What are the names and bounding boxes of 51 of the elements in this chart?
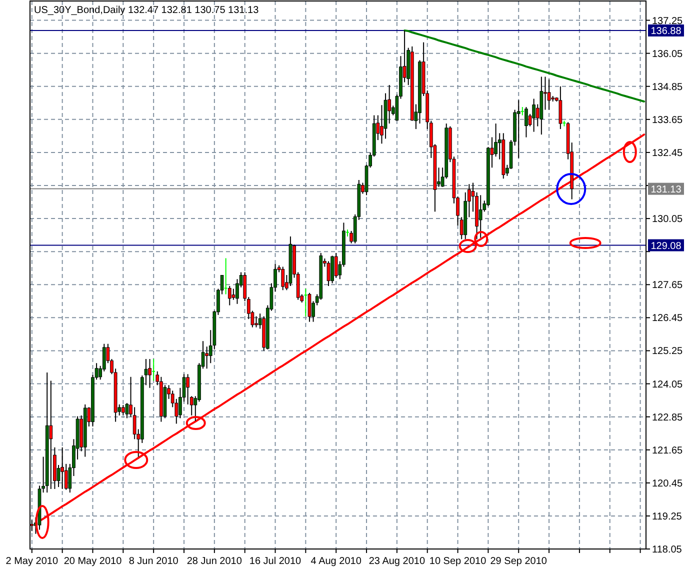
y-tick-label: 134.85 <box>652 82 684 93</box>
y-tick-label: 136.05 <box>652 48 684 60</box>
x-tick-label: 2 May 2010 <box>6 556 58 567</box>
ref-line-label: 131.13 <box>650 184 682 196</box>
candlestick <box>228 286 232 306</box>
candlestick <box>532 98 536 132</box>
candlestick <box>49 380 53 490</box>
candlestick <box>304 288 308 317</box>
y-tick-label: 119.25 <box>652 511 682 522</box>
y-tick-label: 133.65 <box>652 114 684 126</box>
x-tick-label: 16 Jul 2010 <box>249 556 302 567</box>
x-tick-label: 10 Sep 2010 <box>429 556 487 567</box>
y-tick-label: 124.05 <box>652 379 684 390</box>
y-tick-label: 127.65 <box>652 280 684 292</box>
candlestick <box>60 446 64 490</box>
candlestick <box>547 78 551 110</box>
ref-line-label: 129.08 <box>650 240 682 252</box>
candlestick <box>125 402 129 419</box>
chart-title: US_30Y_Bond,Daily 132.47 132.81 130.75 131.13 <box>34 5 260 16</box>
candlestick <box>524 106 528 138</box>
candlestick <box>121 404 125 416</box>
candlestick <box>186 374 190 405</box>
candlestick <box>224 258 228 295</box>
y-tick-label: 120.45 <box>652 478 684 490</box>
candlestick <box>281 266 285 291</box>
candlestick <box>308 292 312 322</box>
x-tick-label: 29 Sep 2010 <box>490 556 548 567</box>
y-tick-label: 126.45 <box>652 313 684 324</box>
x-tick-label: 23 Aug 2010 <box>368 556 426 567</box>
candlestick <box>254 316 258 328</box>
y-tick-label: 130.05 <box>652 214 684 226</box>
x-tick-label: 20 May 2010 <box>64 556 122 567</box>
candlestick <box>558 86 562 130</box>
y-tick-label: 132.45 <box>652 148 684 159</box>
x-tick-label: 4 Aug 2010 <box>310 556 362 567</box>
y-tick-label: 121.65 <box>652 445 684 456</box>
y-tick-label: 137.25 <box>652 16 684 27</box>
candlestick <box>148 358 152 388</box>
x-tick-label: 28 Jun 2010 <box>186 556 242 567</box>
candlestick <box>520 106 524 116</box>
ref-line-label: 136.88 <box>650 26 682 37</box>
y-tick-label: 125.25 <box>652 346 684 358</box>
candlestick <box>516 100 520 158</box>
candlestick <box>478 194 482 238</box>
x-tick-label: 8 Jun 2010 <box>128 556 179 567</box>
candlestick <box>334 252 338 278</box>
candlestick <box>205 346 208 370</box>
candlestick <box>152 358 156 382</box>
line-series <box>404 29 646 103</box>
y-tick-label: 122.85 <box>652 412 684 424</box>
y-tick-label: 118.05 <box>652 544 682 556</box>
